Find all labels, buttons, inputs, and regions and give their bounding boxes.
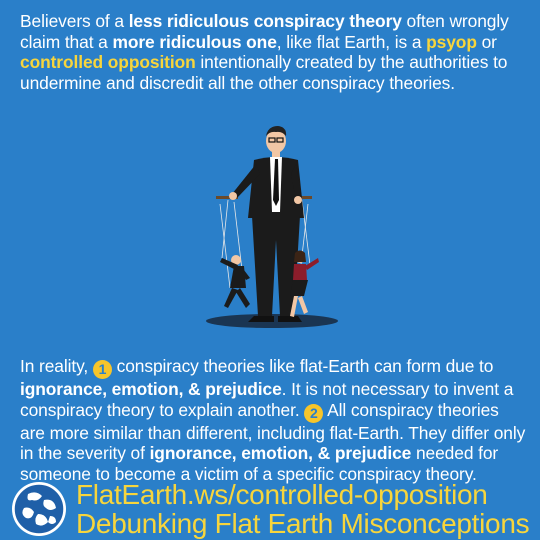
intro-text-2: often wrongly claim that a	[20, 11, 509, 52]
intro-text-1: Believers of a	[20, 11, 129, 31]
explanation-text-2: conspiracy theories like flat-Earth can …	[111, 356, 494, 376]
psyop-highlight: psyop	[426, 31, 477, 52]
explanation-bold-2: ignorance, emotion, & prejudice	[149, 443, 412, 464]
intro-text-4: or	[476, 31, 497, 52]
intro-text-5: intentionally created by the authorities…	[20, 52, 508, 93]
explanation-text-1: In reality,	[20, 356, 93, 376]
footer: FlatEarth.ws/controlled-opposition Debun…	[0, 476, 540, 540]
footer-url[interactable]: FlatEarth.ws/controlled-opposition	[76, 479, 488, 510]
footer-tagline: Debunking Flat Earth Misconceptions	[76, 508, 530, 539]
point-one-badge: 1	[92, 360, 112, 379]
explanation-text-5: needed for someone to become a victim of…	[20, 443, 499, 484]
intro-paragraph: Believers of a less ridiculous conspirac…	[20, 11, 526, 93]
explanation-text-4: All conspiracy theories are more similar…	[20, 399, 526, 464]
explanation-bold-1: ignorance, emotion, & prejudice	[20, 379, 282, 399]
explanation-paragraph: In reality, 1 conspiracy theories like f…	[20, 356, 526, 484]
explanation-text-3: . It is not necessary to invent a conspi…	[20, 379, 514, 420]
intro-bold-1: less ridiculous conspiracy theory	[128, 11, 402, 31]
intro-bold-2: more ridiculous one	[112, 31, 277, 52]
controlled-opposition-highlight: controlled opposition	[20, 52, 196, 73]
globe-icon	[12, 482, 66, 536]
puppet-master-icon	[206, 126, 338, 328]
intro-text-3: , like flat Earth, is a	[276, 31, 427, 52]
point-two-badge: 2	[304, 403, 324, 423]
